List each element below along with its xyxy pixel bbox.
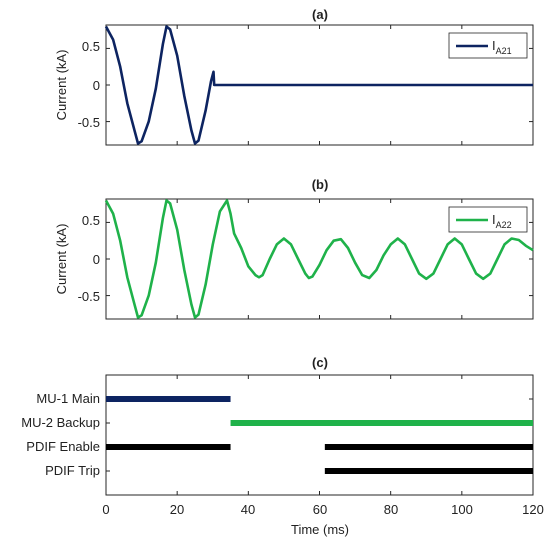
panel-c-bars — [106, 396, 533, 474]
xtick-label: 80 — [384, 502, 398, 517]
panel-b-ytick-label: 0 — [93, 252, 100, 267]
xtick-label: 100 — [451, 502, 473, 517]
panel-a-legend: IA21 — [448, 32, 528, 59]
panel-b: (b) 0.5 0 -0.5 Current (kA) IA22 — [54, 177, 534, 320]
row-label-pdif-enable: PDIF Enable — [26, 439, 100, 454]
panel-a: (a) 0.5 0 -0.5 Current (kA) IA21 — [54, 7, 534, 146]
panel-a-legend-label: IA21 — [492, 38, 512, 56]
xtick-label: 60 — [313, 502, 327, 517]
panel-a-ylabel: Current (kA) — [54, 50, 69, 121]
panel-c-xlabel: Time (ms) — [291, 522, 349, 537]
xtick-label: 120 — [522, 502, 544, 517]
panel-b-title: (b) — [312, 177, 329, 192]
row-label-mu2-backup: MU-2 Backup — [21, 415, 100, 430]
panel-b-legend: IA22 — [448, 206, 528, 233]
panel-c-ticks — [105, 375, 534, 495]
panel-a-ytick-label: 0 — [93, 78, 100, 93]
panel-a-ytick-label: -0.5 — [78, 115, 100, 130]
row-label-pdif-trip: PDIF Trip — [45, 463, 100, 478]
series-line-ia21 — [104, 25, 533, 145]
row-label-mu1-main: MU-1 Main — [36, 391, 100, 406]
xtick-label: 0 — [102, 502, 109, 517]
panel-c-title: (c) — [312, 355, 328, 370]
panel-c: (c) MU-1 Main MU-2 Backup PDIF Enable PD… — [21, 355, 544, 537]
series-line-ia22 — [104, 199, 534, 319]
xtick-label: 20 — [170, 502, 184, 517]
panel-b-legend-label: IA22 — [492, 212, 512, 230]
xtick-label: 40 — [241, 502, 255, 517]
panel-a-ytick-label: 0.5 — [82, 39, 100, 54]
panel-b-ytick-label: 0.5 — [82, 213, 100, 228]
panel-a-title: (a) — [312, 7, 328, 22]
panel-b-ticks — [105, 199, 534, 319]
panel-b-ytick-label: -0.5 — [78, 289, 100, 304]
panel-c-axes-box — [105, 374, 534, 496]
panel-b-ylabel: Current (kA) — [54, 224, 69, 295]
